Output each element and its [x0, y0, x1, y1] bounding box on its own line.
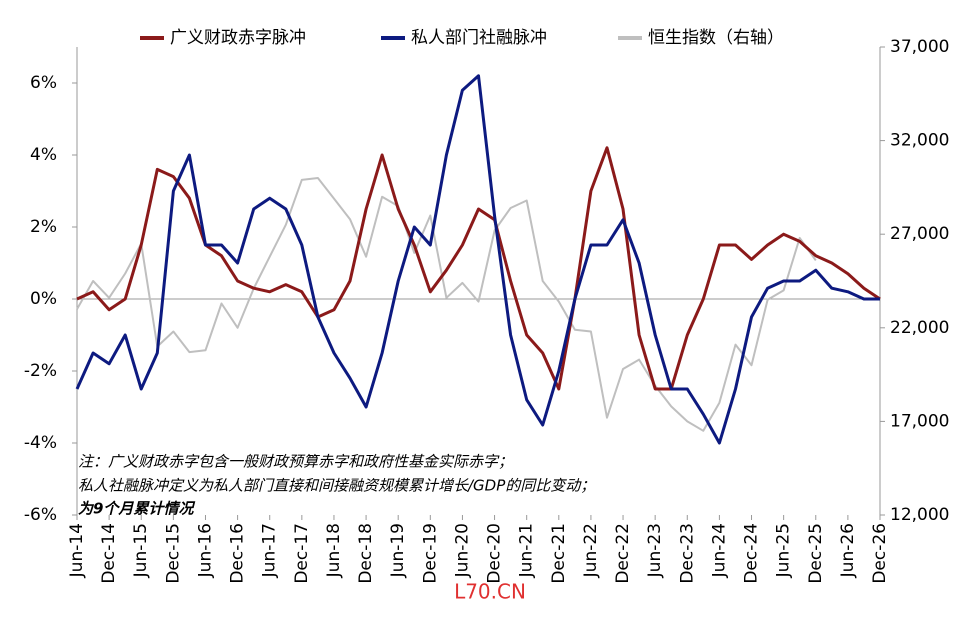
- y-tick-label: -4%: [24, 433, 57, 453]
- x-tick-label: Jun-18: [324, 523, 344, 578]
- x-tick-label: Jun-24: [709, 523, 729, 578]
- x-tick-label: Dec-23: [677, 523, 697, 584]
- x-tick-label: Jun-22: [581, 523, 601, 578]
- x-tick-label: Dec-26: [870, 523, 890, 584]
- series-line: [76, 146, 881, 391]
- y2-tick-label: 17,000: [890, 411, 949, 431]
- y2-tick-label: 22,000: [890, 318, 949, 338]
- series-line: [76, 177, 817, 432]
- y2-tick-label: 32,000: [890, 131, 949, 151]
- x-tick-label: Dec-16: [228, 523, 248, 584]
- x-tick-label: Dec-15: [163, 523, 183, 584]
- x-tick-label: Dec-20: [485, 523, 505, 584]
- x-tick-label: Jun-17: [260, 523, 280, 578]
- x-tick-label: Jun-26: [838, 523, 858, 578]
- x-tick-label: Dec-17: [292, 523, 312, 584]
- x-tick-label: Jun-25: [774, 523, 794, 578]
- x-tick-label: Dec-24: [742, 523, 762, 584]
- x-tick-label: Dec-21: [549, 523, 569, 584]
- annotation: 私人社融脉冲定义为私人部门直接和间接融资规模累计增长/GDP的同比变动；: [78, 477, 595, 495]
- y-tick-label: -2%: [24, 361, 57, 381]
- x-tick-label: Dec-25: [806, 523, 826, 584]
- legend-label: 私人部门社融脉冲: [411, 28, 547, 48]
- watermark: L70.CN: [454, 580, 526, 604]
- y-tick-label: 2%: [30, 217, 57, 237]
- x-tick-label: Jun-21: [517, 523, 537, 578]
- x-tick-label: Dec-22: [613, 523, 633, 584]
- x-tick-label: Jun-16: [195, 523, 215, 578]
- x-tick-label: Dec-14: [99, 523, 119, 584]
- x-tick-label: Jun-15: [131, 523, 151, 578]
- series-line: [75, 74, 880, 445]
- y-tick-label: 6%: [30, 73, 57, 93]
- x-tick-label: Jun-19: [388, 523, 408, 578]
- y2-tick-label: 37,000: [890, 37, 949, 57]
- x-tick-label: Dec-18: [356, 523, 376, 584]
- y-tick-label: 0%: [30, 289, 57, 309]
- x-tick-label: Dec-19: [420, 523, 440, 584]
- y2-tick-label: 12,000: [890, 505, 949, 525]
- x-tick-label: Jun-20: [452, 523, 472, 578]
- y2-tick-label: 27,000: [890, 224, 949, 244]
- annotation: 注：广义财政赤字包含一般财政预算赤字和政府性基金实际赤字；: [78, 453, 513, 471]
- x-tick-label: Jun-14: [67, 523, 87, 578]
- annotation: 为9个月累计情况: [78, 500, 195, 518]
- y-tick-label: -6%: [24, 505, 57, 525]
- y-tick-label: 4%: [30, 145, 57, 165]
- x-tick-label: Jun-23: [645, 523, 665, 578]
- legend-label: 恒生指数（右轴）: [648, 28, 784, 48]
- legend-label: 广义财政赤字脉冲: [170, 28, 306, 48]
